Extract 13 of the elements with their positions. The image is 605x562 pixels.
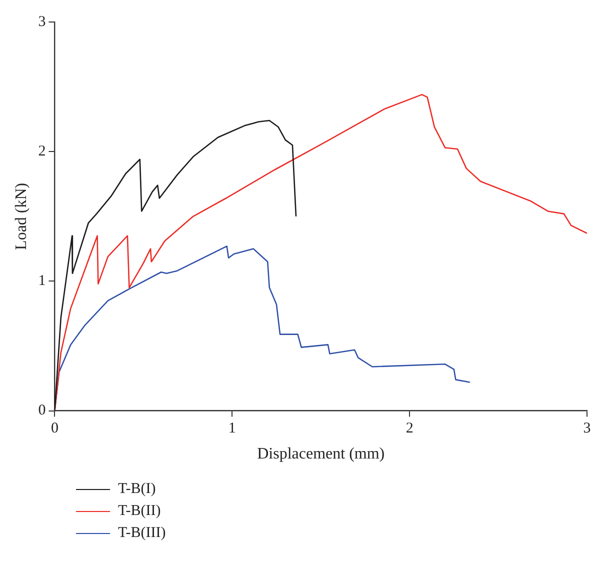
legend-label: T-B(I) (118, 480, 156, 498)
legend-label: T-B(II) (118, 502, 161, 520)
y-tick-label: 2 (38, 144, 46, 160)
y-axis-title: Load (kN) (12, 182, 30, 250)
x-tick-label: 3 (583, 420, 591, 437)
y-tick-label: 3 (38, 14, 46, 30)
x-tick-label: 2 (406, 420, 414, 437)
y-tick-label: 1 (38, 273, 46, 290)
y-tick-label: 0 (38, 402, 46, 419)
x-tick-label: 1 (228, 420, 236, 437)
x-axis-title: Displacement (mm) (257, 446, 385, 463)
legend-label: T-B(III) (118, 524, 166, 542)
x-tick-label: 0 (50, 420, 58, 437)
